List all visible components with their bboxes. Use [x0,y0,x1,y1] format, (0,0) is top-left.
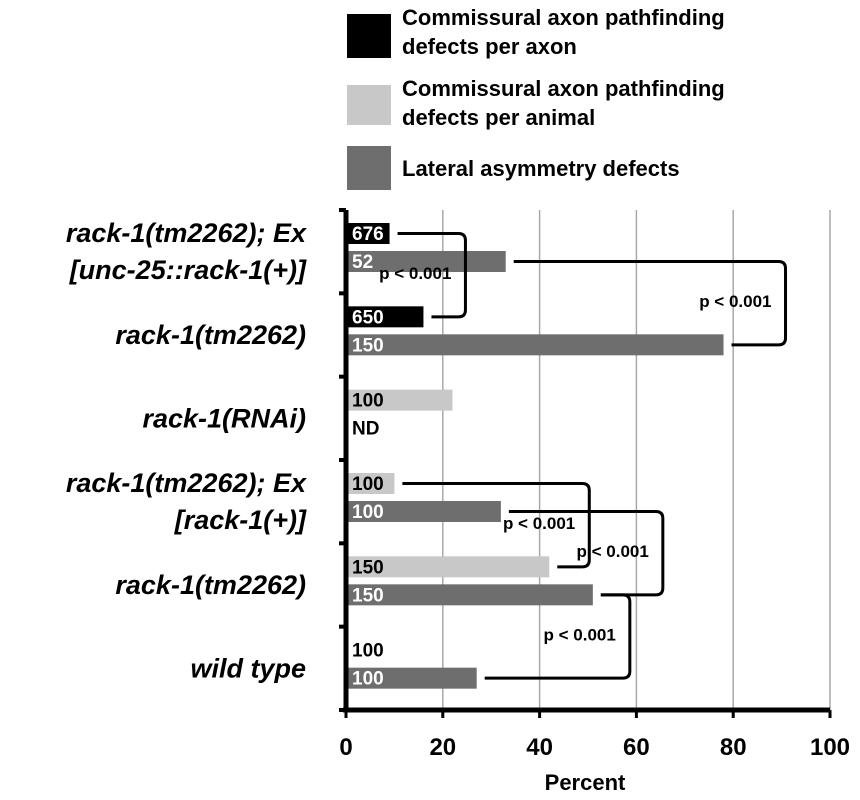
bar-n-label-1-0: 650 [352,307,384,328]
category-label-4-0: rack-1(tm2262) [115,570,306,600]
x-tick-label-40: 40 [526,734,553,761]
p-value-label-3: p < 0.001 [577,542,649,561]
legend-label-0-1: defects per axon [402,34,577,59]
bar-n-label-0-0: 676 [352,224,384,245]
bar-n-label-5-0: 100 [352,641,384,662]
bar-1-0 [346,306,424,328]
x-tick-label-100: 100 [810,734,850,761]
x-tick-label-20: 20 [429,734,456,761]
bars [346,223,724,689]
bar-3-1 [346,501,501,522]
bar-5-1 [346,667,477,689]
bar-n-label-4-0: 150 [352,557,384,578]
bar-4-0 [346,556,550,578]
bar-4-1 [346,584,593,606]
x-axis-label: Percent [545,770,626,795]
category-label-0-1: [unc-25::rack-1(+)] [69,255,307,285]
bar-3-0 [346,473,395,494]
bar-n-label-3-1: 100 [352,502,384,523]
p-value-label-4: p < 0.001 [544,626,616,645]
bar-2-0 [346,389,453,411]
bar-n-label-2-1: ND [352,419,379,440]
p-value-label-0: p < 0.001 [379,264,451,283]
y-axis-ticks [339,208,346,712]
legend-label-1-0: Commissural axon pathfinding [402,76,725,101]
category-label-0-0: rack-1(tm2262); Ex [66,218,307,248]
legend-label-2-0: Lateral asymmetry defects [402,156,680,181]
bar-n-label-2-0: 100 [352,391,384,412]
bar-n-label-5-1: 100 [352,669,384,690]
bar-0-0 [346,223,390,244]
category-labels: rack-1(tm2262); Ex[unc-25::rack-1(+)]rac… [66,218,307,683]
bar-n-label-3-0: 100 [352,474,384,495]
x-tick-label-0: 0 [339,734,352,761]
category-label-1-0: rack-1(tm2262) [115,320,306,350]
x-tick-label-80: 80 [720,734,747,761]
significance-bracket-4 [484,593,632,680]
legend-swatch-1 [347,85,391,125]
category-label-2-0: rack-1(RNAi) [142,403,306,433]
bar-count-labels: 676 52 650 150 100 ND 100 100 150 150 100 100 [352,224,384,690]
significance-bracket-3 [508,510,665,597]
category-label-3-0: rack-1(tm2262); Ex [66,468,307,498]
significance-bracket-1 [513,260,788,347]
legend-swatch-0 [347,14,391,58]
legend-label-1-1: defects per animal [402,105,595,130]
bar-1-1 [346,334,724,356]
bar-n-label-4-1: 150 [352,585,384,606]
significance-bracket-2 [402,482,591,569]
p-value-label-2: p < 0.001 [503,514,575,533]
x-axis-ticks: 0 20 40 60 80 100 [339,710,850,761]
x-tick-label-60: 60 [623,734,650,761]
gridlines [442,210,831,710]
bar-n-label-0-1: 52 [352,252,373,273]
significance-bracket-0 [397,232,467,319]
legend-label-0-0: Commissural axon pathfinding [402,5,725,30]
p-value-label-1: p < 0.001 [699,292,771,311]
category-label-5-0: wild type [190,653,306,683]
category-label-3-1: [rack-1(+)] [174,505,307,535]
bar-n-label-1-1: 150 [352,335,384,356]
legend-swatch-2 [347,146,391,190]
legend: Commissural axon pathfinding defects per … [347,5,725,190]
